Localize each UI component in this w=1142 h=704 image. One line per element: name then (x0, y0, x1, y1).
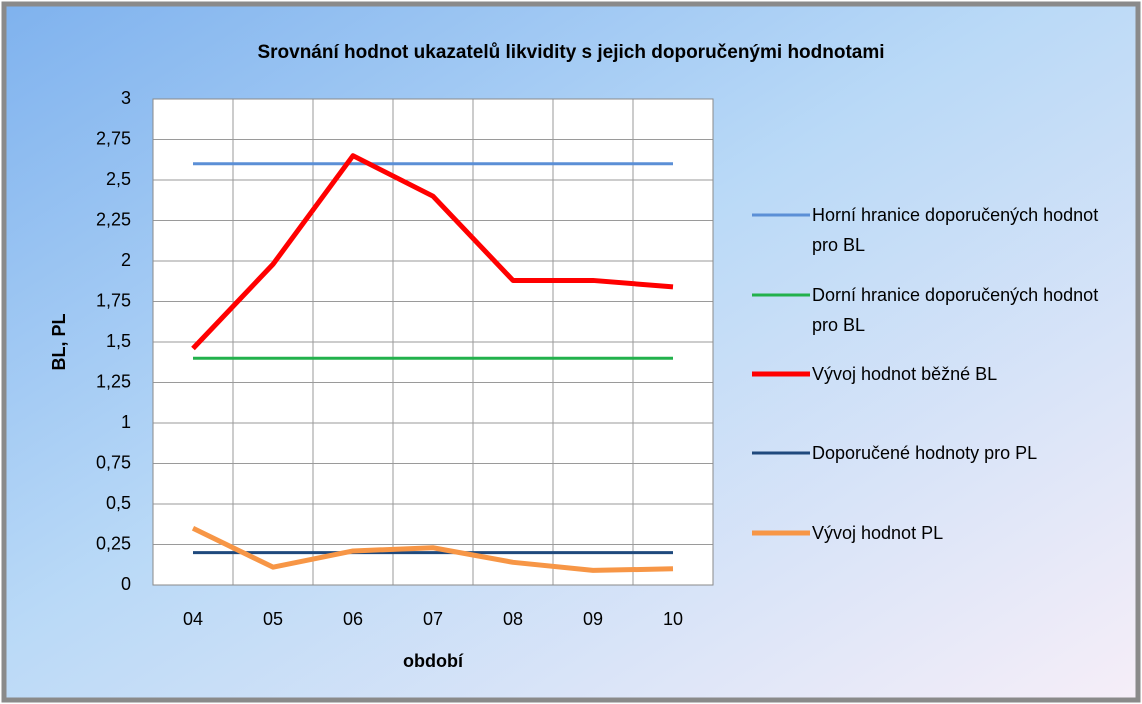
y-tick-label: 0,5 (106, 493, 131, 513)
x-tick-label: 05 (263, 609, 283, 629)
x-tick-label: 09 (583, 609, 603, 629)
x-tick-label: 04 (183, 609, 203, 629)
y-tick-label: 1,5 (106, 331, 131, 351)
series-line (191, 526, 674, 573)
legend-label: Dorní hranice doporučených hodnot pro BL (812, 285, 1099, 335)
x-tick-label: 10 (663, 609, 683, 629)
y-tick-label: 2,25 (96, 209, 131, 229)
y-tick-label: 0,25 (96, 533, 131, 553)
legend-label: Vývoj hodnot PL (812, 523, 944, 543)
y-tick-label: 0,75 (96, 452, 131, 472)
legend-label: Doporučené hodnoty pro PL (812, 443, 1038, 463)
y-tick-label: 1 (121, 412, 131, 432)
y-tick-label: 2 (121, 250, 131, 270)
x-axis-title: období (403, 651, 464, 671)
series-line (191, 153, 674, 351)
legend-label: Horní hranice doporučených hodnot pro BL (812, 205, 1099, 255)
y-tick-label: 2,75 (96, 128, 131, 148)
x-tick-label: 07 (423, 609, 443, 629)
y-tick-label: 2,5 (106, 169, 131, 189)
x-tick-label: 08 (503, 609, 523, 629)
y-axis-title: BL, PL (49, 313, 69, 370)
legend-label: Vývoj hodnot běžné BL (812, 364, 998, 384)
y-tick-label: 1,25 (96, 371, 131, 391)
y-tick-label: 3 (121, 88, 131, 108)
y-tick-label: 0 (121, 574, 131, 594)
plot-border (152, 98, 714, 586)
chart-title: Srovnání hodnot ukazatelů likvidity s je… (257, 42, 884, 63)
y-tick-label: 1,75 (96, 290, 131, 310)
x-tick-label: 06 (343, 609, 363, 629)
